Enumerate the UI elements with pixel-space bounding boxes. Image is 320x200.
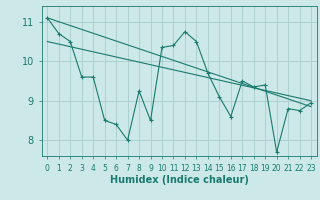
X-axis label: Humidex (Indice chaleur): Humidex (Indice chaleur): [110, 175, 249, 185]
